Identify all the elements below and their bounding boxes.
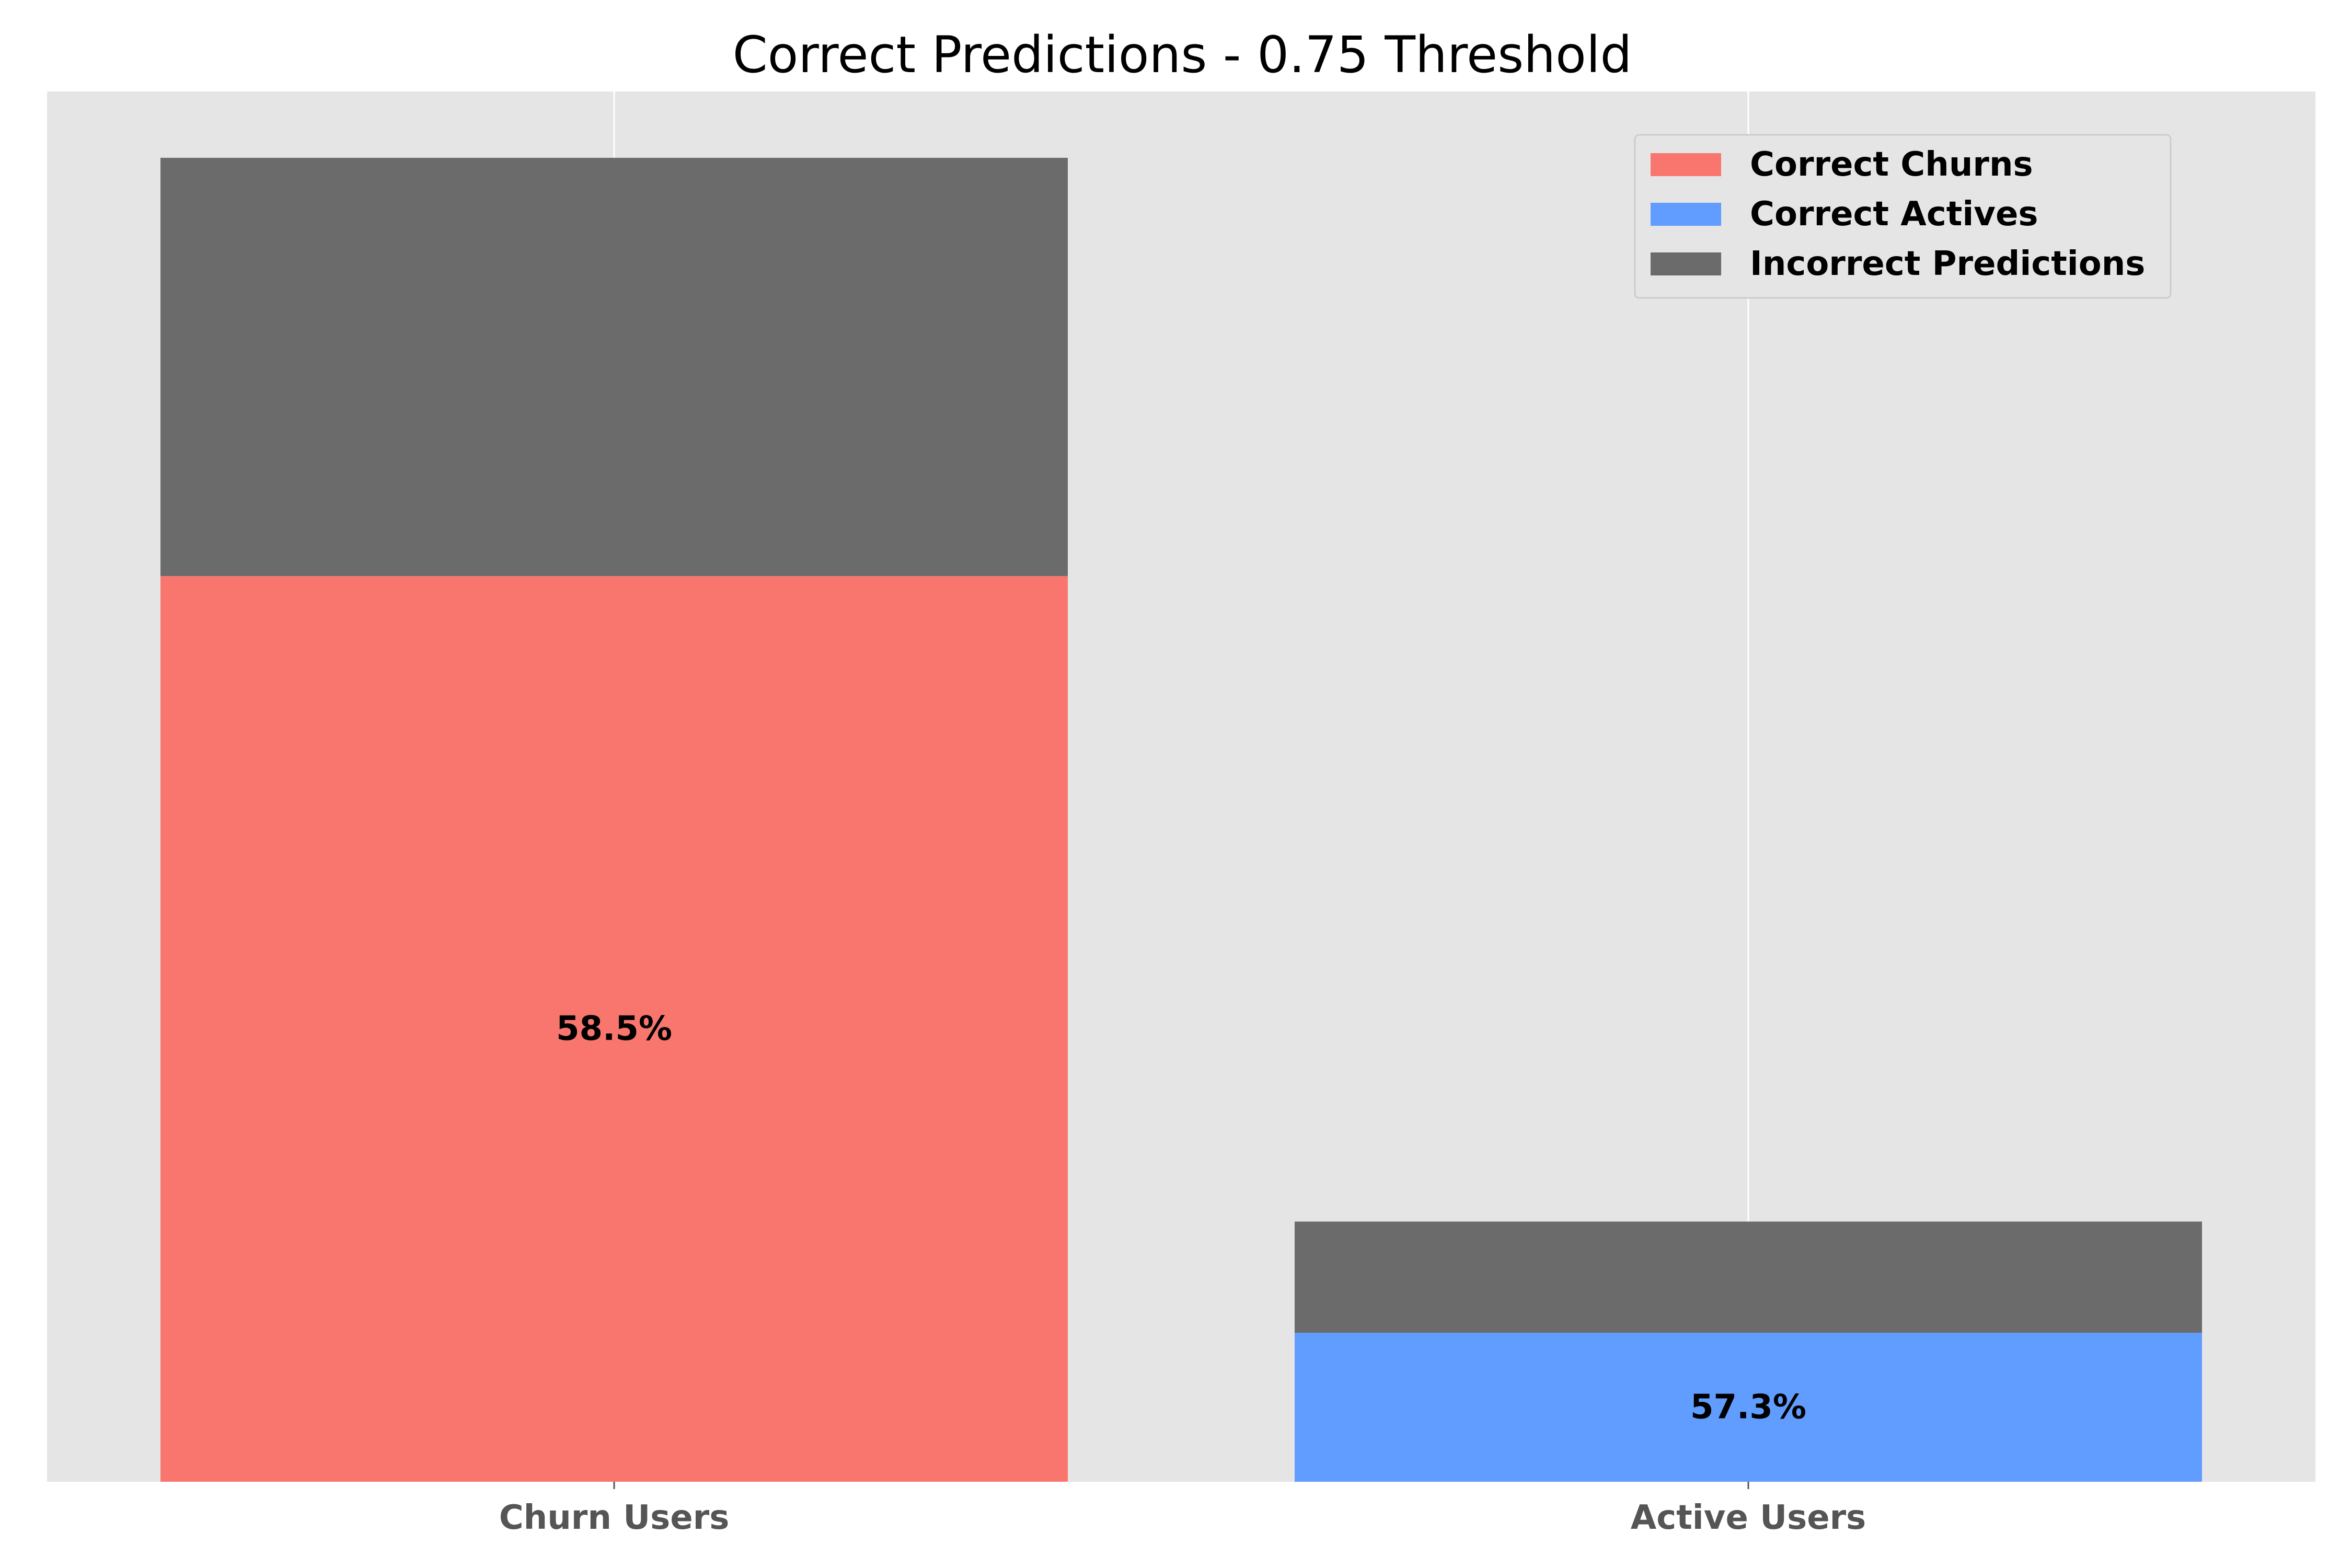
legend-swatch-incorrect-predictions	[1651, 252, 1721, 275]
legend-swatch-correct-churns	[1651, 153, 1721, 176]
legend-label-incorrect-predictions: Incorrect Predictions	[1750, 245, 2145, 283]
bar-correct-churns-churn-users	[160, 576, 1068, 1482]
chart-title: Correct Predictions - 0.75 Threshold	[733, 26, 1632, 84]
x-tick-label-churn-users: Churn Users	[499, 1498, 730, 1537]
x-axis: Churn Users Active Users	[499, 1482, 1866, 1537]
data-label-churn-users: 58.5%	[556, 1010, 672, 1048]
x-tick-label-active-users: Active Users	[1631, 1498, 1866, 1537]
bar-incorrect-predictions-active-users	[1295, 1221, 2202, 1333]
legend-label-correct-actives: Correct Actives	[1750, 195, 2038, 234]
legend-swatch-correct-actives	[1651, 203, 1721, 226]
legend-frame	[1634, 134, 2172, 299]
data-labels: 58.5% 57.3%	[556, 1010, 1806, 1427]
bar-correct-actives-active-users	[1295, 1333, 2202, 1482]
legend: Correct Churns Correct Actives Incorrect P…	[1634, 134, 2172, 299]
bars	[160, 157, 2202, 1482]
bar-incorrect-predictions-churn-users	[160, 157, 1068, 577]
data-label-active-users: 57.3%	[1690, 1388, 1806, 1427]
legend-label-correct-churns: Correct Churns	[1750, 145, 2033, 184]
